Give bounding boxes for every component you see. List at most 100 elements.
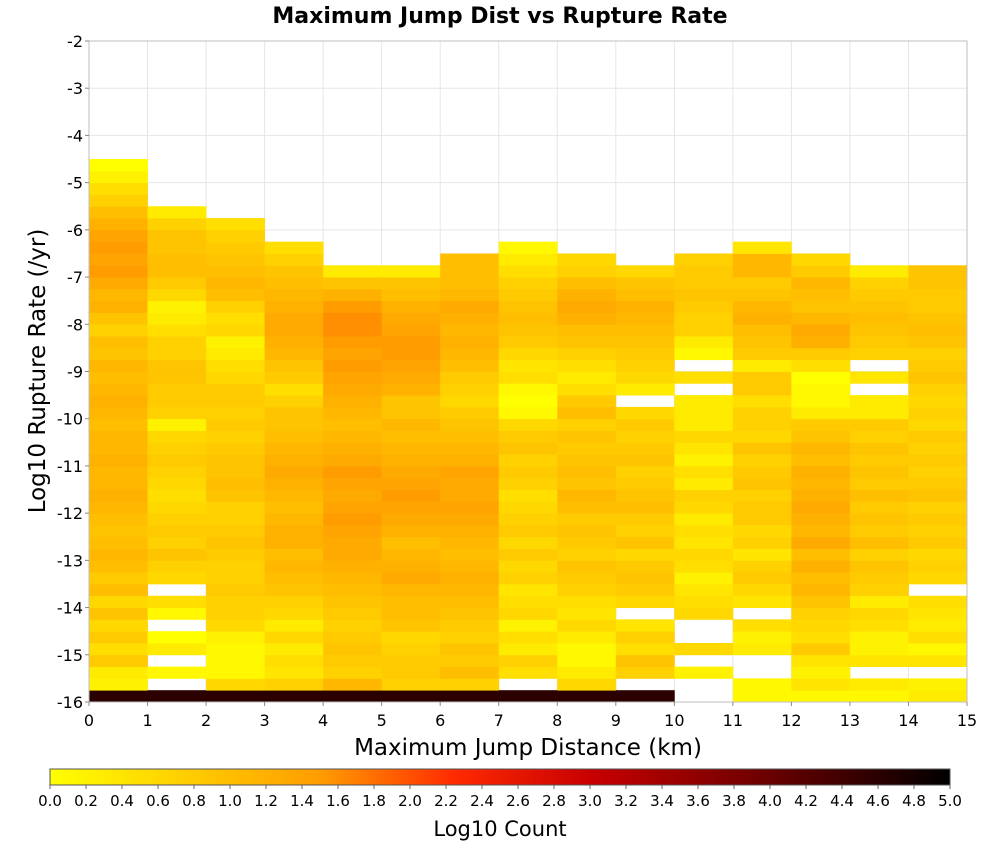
heatmap-cell [732, 359, 792, 372]
heatmap-cell [206, 524, 265, 538]
heatmap-cell [264, 678, 324, 691]
heatmap-cell [615, 277, 675, 290]
heatmap-cell [381, 548, 441, 561]
heatmap-cell [557, 524, 617, 538]
heatmap-cell [732, 678, 792, 691]
heatmap-cell [791, 501, 851, 514]
heatmap-cell [615, 595, 675, 608]
colorbar-tick-label: 3.2 [614, 792, 638, 810]
heatmap-cell [206, 631, 265, 644]
heatmap-cell [89, 607, 148, 620]
heatmap-cell [674, 572, 734, 585]
heatmap-cell [615, 430, 675, 443]
heatmap-cell [206, 619, 265, 632]
heatmap-cell [908, 383, 968, 396]
heatmap-cell [440, 418, 500, 431]
heatmap-cell [557, 654, 617, 667]
heatmap-cell [206, 406, 265, 420]
heatmap-cell [206, 442, 265, 455]
colorbar-tick-label: 1.6 [326, 792, 350, 810]
heatmap-cell [732, 524, 792, 538]
heatmap-cell [381, 489, 441, 502]
heatmap-cell [147, 465, 207, 479]
heatmap-cell [557, 607, 617, 620]
heatmap-cell [89, 265, 148, 278]
heatmap-cell [89, 536, 148, 549]
heatmap-cell [323, 501, 383, 514]
heatmap-cell [381, 312, 441, 325]
heatmap-cell [89, 595, 148, 608]
heatmap-cell [674, 430, 734, 443]
heatmap-cell [206, 229, 265, 243]
heatmap-cell [849, 465, 909, 479]
heatmap-cell [791, 690, 851, 703]
heatmap-cell [849, 312, 909, 325]
heatmap-cell [908, 359, 968, 372]
heatmap-cell [557, 513, 617, 526]
heatmap-cell [791, 607, 851, 620]
heatmap-cell [147, 300, 207, 313]
heatmap-cell [440, 583, 500, 597]
heatmap-cell [557, 583, 617, 597]
heatmap-cell [440, 359, 500, 372]
heatmap-cell [206, 607, 265, 620]
heatmap-cell [615, 336, 675, 349]
heatmap-cell [791, 560, 851, 573]
heatmap-cell [557, 595, 617, 608]
heatmap-cell [89, 300, 148, 313]
heatmap-cell [732, 501, 792, 514]
heatmap-cell [849, 300, 909, 313]
colorbar-ticks: 0.0 0.2 0.4 0.6 0.8 1.0 1.2 1.4 1.6 1.8 2.0 2.2 2.4 2… [38, 785, 962, 810]
colorbar-tick-label: 4.2 [794, 792, 818, 810]
heatmap-cell [849, 418, 909, 431]
heatmap-cell [849, 454, 909, 467]
heatmap-cell [147, 265, 207, 278]
heatmap-cell [440, 607, 500, 620]
heatmap-cell [849, 690, 909, 703]
heatmap-cell [615, 465, 675, 479]
heatmap-cell [264, 501, 324, 514]
heatmap-cell [732, 324, 792, 337]
colorbar-tick-label: 4.6 [866, 792, 890, 810]
heatmap-cell [264, 654, 324, 667]
heatmap-cell [732, 477, 792, 490]
heatmap-cell [381, 300, 441, 313]
heatmap-cell [89, 678, 148, 691]
heatmap-cell [381, 277, 441, 290]
heatmap-cell [440, 406, 500, 420]
colorbar-tick-label: 2.0 [398, 792, 422, 810]
heatmap-cell [908, 300, 968, 313]
heatmap-cell [849, 336, 909, 349]
colorbar-tick-label: 1.0 [218, 792, 242, 810]
heatmap-cell [615, 690, 675, 703]
heatmap-cell [849, 406, 909, 420]
heatmap-cell [323, 395, 383, 408]
heatmap-cell [147, 324, 207, 337]
y-tick-label: -11 [57, 457, 83, 476]
heatmap-cell [264, 288, 324, 302]
heatmap-cell [381, 572, 441, 585]
heatmap-cell [381, 430, 441, 443]
heatmap-cell [206, 300, 265, 313]
heatmap-cell [557, 406, 617, 420]
x-tick-label: 13 [840, 711, 860, 730]
heatmap-cell [791, 406, 851, 420]
heatmap-cell [381, 595, 441, 608]
x-tick-label: 7 [494, 711, 504, 730]
heatmap-cell [264, 583, 324, 597]
heatmap-cell [908, 513, 968, 526]
heatmap-cell [440, 312, 500, 325]
heatmap-cell [557, 642, 617, 656]
heatmap-cell [440, 619, 500, 632]
heatmap-cell [908, 288, 968, 302]
heatmap-cell [615, 383, 675, 396]
colorbar-tick-label: 0.4 [110, 792, 134, 810]
heatmap-cell [147, 536, 207, 549]
heatmap-cell [147, 548, 207, 561]
heatmap-cell [791, 548, 851, 561]
heatmap-cell [264, 324, 324, 337]
heatmap-cell [498, 395, 558, 408]
heatmap-cell [615, 359, 675, 372]
heatmap-cell [498, 631, 558, 644]
